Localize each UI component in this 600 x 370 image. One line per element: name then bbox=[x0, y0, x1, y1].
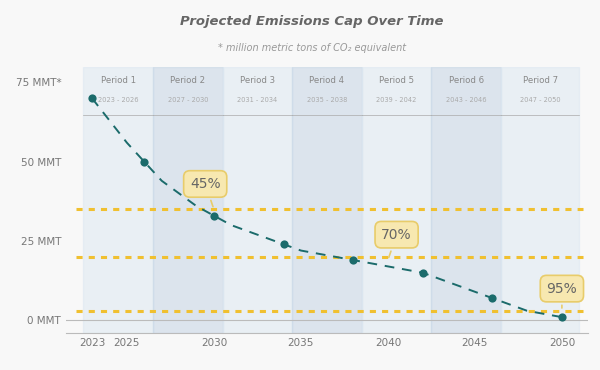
Text: * million metric tons of CO₂ equivalent: * million metric tons of CO₂ equivalent bbox=[218, 43, 406, 53]
Text: 2039 - 2042: 2039 - 2042 bbox=[376, 97, 417, 103]
Bar bbox=[153, 67, 223, 333]
Text: Period 2: Period 2 bbox=[170, 75, 205, 84]
Text: 45%: 45% bbox=[190, 177, 221, 207]
Point bbox=[209, 213, 219, 219]
Text: 95%: 95% bbox=[547, 282, 577, 308]
Bar bbox=[362, 67, 431, 333]
Point bbox=[278, 241, 289, 247]
Text: 2035 - 2038: 2035 - 2038 bbox=[307, 97, 347, 103]
Text: Period 1: Period 1 bbox=[101, 75, 136, 84]
Text: Period 6: Period 6 bbox=[449, 75, 484, 84]
Point bbox=[487, 295, 497, 301]
Bar bbox=[223, 67, 292, 333]
Bar bbox=[501, 67, 580, 333]
Point bbox=[557, 314, 567, 320]
Text: 2047 - 2050: 2047 - 2050 bbox=[520, 97, 560, 103]
Text: 2031 - 2034: 2031 - 2034 bbox=[237, 97, 278, 103]
Point bbox=[418, 270, 427, 276]
Text: 70%: 70% bbox=[381, 228, 412, 258]
Text: 2023 - 2026: 2023 - 2026 bbox=[98, 97, 139, 103]
Bar bbox=[431, 67, 501, 333]
Point bbox=[139, 159, 149, 165]
Bar bbox=[83, 67, 153, 333]
Text: Period 3: Period 3 bbox=[240, 75, 275, 84]
Point bbox=[87, 95, 97, 101]
Text: Period 7: Period 7 bbox=[523, 75, 558, 84]
Text: 2043 - 2046: 2043 - 2046 bbox=[446, 97, 487, 103]
Text: Period 4: Period 4 bbox=[310, 75, 344, 84]
Point bbox=[348, 257, 358, 263]
Bar bbox=[292, 67, 362, 333]
Text: Projected Emissions Cap Over Time: Projected Emissions Cap Over Time bbox=[180, 15, 444, 28]
Text: 2027 - 2030: 2027 - 2030 bbox=[167, 97, 208, 103]
Text: Period 5: Period 5 bbox=[379, 75, 414, 84]
